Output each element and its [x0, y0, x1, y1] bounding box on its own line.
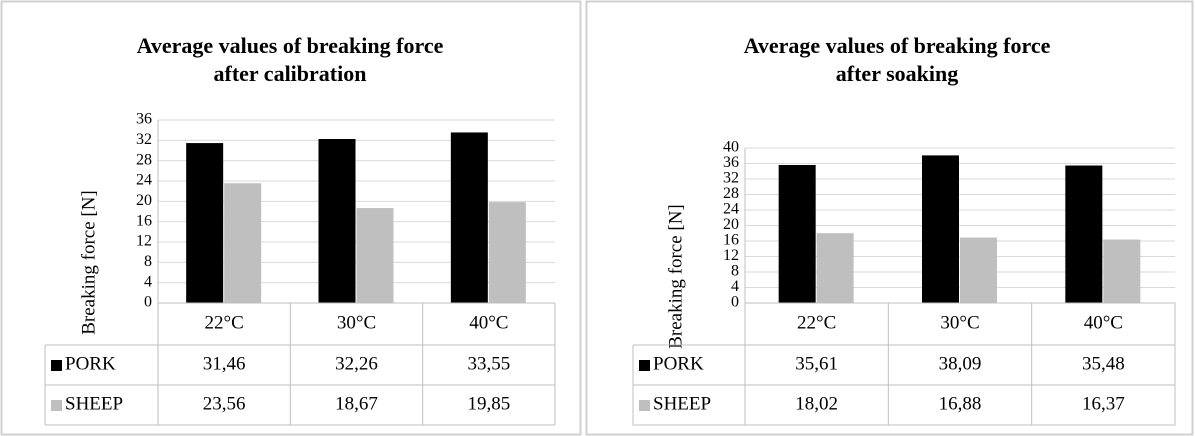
- table-value: 32,26: [335, 353, 378, 374]
- legend-swatch: [639, 400, 650, 411]
- table-value: 16,88: [939, 393, 982, 414]
- bar: [450, 132, 488, 303]
- bar: [224, 183, 262, 303]
- y-tick-label: 36: [723, 154, 739, 171]
- table-value: 38,09: [939, 353, 982, 374]
- x-tick-label: 40°C: [469, 312, 508, 333]
- y-tick-label: 8: [731, 263, 739, 280]
- table-value: 16,37: [1082, 393, 1125, 414]
- y-tick-label: 24: [136, 172, 152, 189]
- x-tick-label: 22°C: [797, 312, 836, 333]
- bar: [356, 208, 394, 303]
- legend-label: SHEEP: [65, 393, 123, 414]
- y-tick-label: 12: [723, 247, 739, 264]
- y-tick-label: 20: [723, 216, 739, 233]
- legend-label: PORK: [65, 353, 116, 374]
- table-value: 35,61: [795, 353, 838, 374]
- x-tick-label: 40°C: [1084, 312, 1123, 333]
- y-tick-label: 28: [723, 185, 739, 202]
- table-value: 19,85: [467, 393, 510, 414]
- y-tick-label: 24: [723, 201, 739, 218]
- legend-label: PORK: [653, 353, 704, 374]
- y-tick-label: 8: [144, 253, 152, 270]
- y-tick-label: 12: [136, 233, 152, 250]
- y-axis-label: Breaking force [N]: [665, 204, 686, 349]
- bar: [922, 155, 959, 303]
- panel-frame: [585, 0, 1194, 436]
- bar: [816, 233, 854, 303]
- y-tick-label: 28: [136, 151, 152, 168]
- table-value: 33,55: [467, 353, 510, 374]
- x-tick-label: 30°C: [337, 312, 376, 333]
- legend-swatch: [639, 360, 650, 371]
- y-tick-label: 20: [136, 192, 152, 209]
- bar: [778, 165, 816, 303]
- chart-title: after calibration: [214, 61, 367, 86]
- table-value: 18,02: [795, 393, 838, 414]
- bar: [960, 237, 997, 303]
- bar: [186, 143, 224, 303]
- bar: [488, 202, 526, 303]
- y-tick-label: 4: [144, 273, 152, 290]
- y-tick-label: 4: [731, 278, 739, 295]
- legend-swatch: [51, 360, 62, 371]
- bar: [1103, 239, 1141, 303]
- y-tick-label: 16: [136, 212, 152, 229]
- legend-label: SHEEP: [653, 393, 711, 414]
- panel-frame: [0, 0, 582, 436]
- y-tick-label: 32: [723, 170, 739, 187]
- y-tick-label: 32: [136, 131, 152, 148]
- table-value: 18,67: [335, 393, 378, 414]
- chart-title: Average values of breaking force: [744, 33, 1051, 58]
- y-tick-label: 0: [144, 294, 152, 311]
- table-value: 35,48: [1082, 353, 1125, 374]
- table-value: 23,56: [203, 393, 246, 414]
- chart-title: after soaking: [836, 61, 958, 86]
- y-tick-label: 36: [136, 111, 152, 128]
- legend-swatch: [51, 400, 62, 411]
- chart-title: Average values of breaking force: [137, 33, 444, 58]
- bar: [1065, 165, 1103, 303]
- bar: [318, 139, 356, 303]
- y-tick-label: 40: [723, 139, 739, 156]
- x-tick-label: 22°C: [205, 312, 244, 333]
- y-axis-label: Breaking force [N]: [78, 190, 99, 335]
- x-tick-label: 30°C: [940, 312, 979, 333]
- y-tick-label: 16: [723, 232, 739, 249]
- y-tick-label: 0: [731, 294, 739, 311]
- table-value: 31,46: [203, 353, 246, 374]
